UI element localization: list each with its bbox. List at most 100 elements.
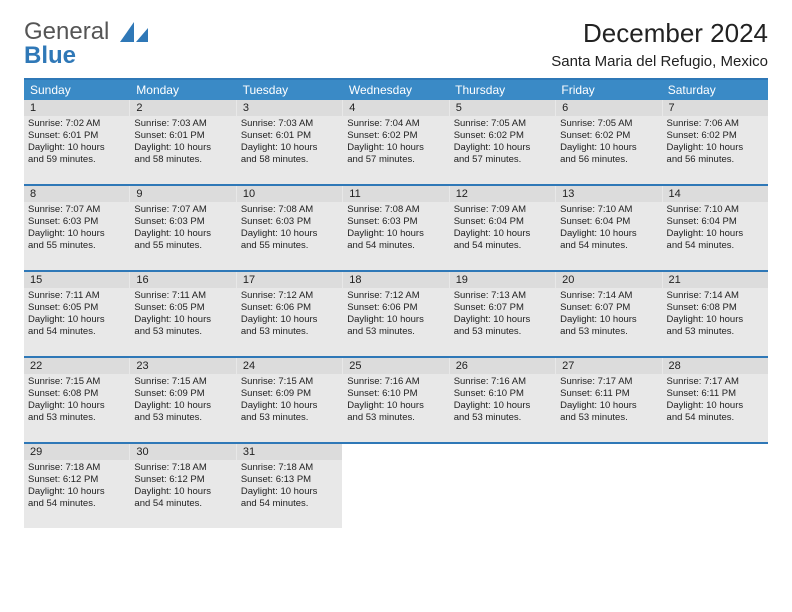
day-number: 28 — [663, 358, 768, 374]
brand-line2: Blue — [24, 42, 164, 70]
calendar-cell: 5Sunrise: 7:05 AMSunset: 6:02 PMDaylight… — [449, 100, 555, 184]
day-number: 4 — [343, 100, 448, 116]
day-body: Sunrise: 7:08 AMSunset: 6:03 PMDaylight:… — [237, 202, 342, 256]
calendar-cell: 11Sunrise: 7:08 AMSunset: 6:03 PMDayligh… — [342, 186, 448, 270]
title-block: December 2024 Santa Maria del Refugio, M… — [551, 18, 768, 70]
calendar-cell: 14Sunrise: 7:10 AMSunset: 6:04 PMDayligh… — [662, 186, 768, 270]
day-number: 30 — [130, 444, 235, 460]
day-number: 24 — [237, 358, 342, 374]
day-header: Saturday — [662, 80, 768, 100]
day-header-row: SundayMondayTuesdayWednesdayThursdayFrid… — [24, 80, 768, 100]
day-body: Sunrise: 7:16 AMSunset: 6:10 PMDaylight:… — [450, 374, 555, 428]
day-number: 16 — [130, 272, 235, 288]
calendar-cell — [342, 444, 448, 528]
day-body: Sunrise: 7:12 AMSunset: 6:06 PMDaylight:… — [343, 288, 448, 342]
calendar-cell: 2Sunrise: 7:03 AMSunset: 6:01 PMDaylight… — [129, 100, 235, 184]
calendar-cell — [449, 444, 555, 528]
calendar-cell: 30Sunrise: 7:18 AMSunset: 6:12 PMDayligh… — [129, 444, 235, 528]
day-body: Sunrise: 7:14 AMSunset: 6:07 PMDaylight:… — [556, 288, 661, 342]
calendar-cell: 19Sunrise: 7:13 AMSunset: 6:07 PMDayligh… — [449, 272, 555, 356]
day-body: Sunrise: 7:17 AMSunset: 6:11 PMDaylight:… — [663, 374, 768, 428]
day-number: 2 — [130, 100, 235, 116]
calendar-cell: 15Sunrise: 7:11 AMSunset: 6:05 PMDayligh… — [24, 272, 129, 356]
calendar-cell — [662, 444, 768, 528]
day-number: 6 — [556, 100, 661, 116]
calendar-cell: 22Sunrise: 7:15 AMSunset: 6:08 PMDayligh… — [24, 358, 129, 442]
week-row: 22Sunrise: 7:15 AMSunset: 6:08 PMDayligh… — [24, 358, 768, 444]
calendar-cell: 13Sunrise: 7:10 AMSunset: 6:04 PMDayligh… — [555, 186, 661, 270]
day-body: Sunrise: 7:08 AMSunset: 6:03 PMDaylight:… — [343, 202, 448, 256]
day-number: 11 — [343, 186, 448, 202]
calendar-cell: 21Sunrise: 7:14 AMSunset: 6:08 PMDayligh… — [662, 272, 768, 356]
calendar-cell: 10Sunrise: 7:08 AMSunset: 6:03 PMDayligh… — [236, 186, 342, 270]
calendar-cell: 27Sunrise: 7:17 AMSunset: 6:11 PMDayligh… — [555, 358, 661, 442]
calendar-cell: 25Sunrise: 7:16 AMSunset: 6:10 PMDayligh… — [342, 358, 448, 442]
day-header: Tuesday — [237, 80, 343, 100]
calendar-cell: 16Sunrise: 7:11 AMSunset: 6:05 PMDayligh… — [129, 272, 235, 356]
calendar-cell: 8Sunrise: 7:07 AMSunset: 6:03 PMDaylight… — [24, 186, 129, 270]
calendar-cell: 1Sunrise: 7:02 AMSunset: 6:01 PMDaylight… — [24, 100, 129, 184]
day-number: 26 — [450, 358, 555, 374]
day-body: Sunrise: 7:11 AMSunset: 6:05 PMDaylight:… — [130, 288, 235, 342]
calendar-cell: 12Sunrise: 7:09 AMSunset: 6:04 PMDayligh… — [449, 186, 555, 270]
day-header: Friday — [555, 80, 661, 100]
day-number: 12 — [450, 186, 555, 202]
day-body: Sunrise: 7:07 AMSunset: 6:03 PMDaylight:… — [24, 202, 129, 256]
calendar-cell: 17Sunrise: 7:12 AMSunset: 6:06 PMDayligh… — [236, 272, 342, 356]
day-body: Sunrise: 7:12 AMSunset: 6:06 PMDaylight:… — [237, 288, 342, 342]
calendar-cell: 3Sunrise: 7:03 AMSunset: 6:01 PMDaylight… — [236, 100, 342, 184]
calendar-cell: 4Sunrise: 7:04 AMSunset: 6:02 PMDaylight… — [342, 100, 448, 184]
calendar: SundayMondayTuesdayWednesdayThursdayFrid… — [24, 78, 768, 528]
week-row: 1Sunrise: 7:02 AMSunset: 6:01 PMDaylight… — [24, 100, 768, 186]
day-body: Sunrise: 7:11 AMSunset: 6:05 PMDaylight:… — [24, 288, 129, 342]
day-number: 3 — [237, 100, 342, 116]
day-number: 21 — [663, 272, 768, 288]
day-header: Monday — [130, 80, 236, 100]
day-number: 10 — [237, 186, 342, 202]
day-body: Sunrise: 7:15 AMSunset: 6:08 PMDaylight:… — [24, 374, 129, 428]
day-header: Sunday — [24, 80, 130, 100]
day-body: Sunrise: 7:02 AMSunset: 6:01 PMDaylight:… — [24, 116, 129, 170]
day-body: Sunrise: 7:05 AMSunset: 6:02 PMDaylight:… — [450, 116, 555, 170]
day-body: Sunrise: 7:18 AMSunset: 6:12 PMDaylight:… — [130, 460, 235, 514]
calendar-cell: 31Sunrise: 7:18 AMSunset: 6:13 PMDayligh… — [236, 444, 342, 528]
calendar-cell: 29Sunrise: 7:18 AMSunset: 6:12 PMDayligh… — [24, 444, 129, 528]
day-number: 29 — [24, 444, 129, 460]
calendar-cell: 7Sunrise: 7:06 AMSunset: 6:02 PMDaylight… — [662, 100, 768, 184]
day-body: Sunrise: 7:06 AMSunset: 6:02 PMDaylight:… — [663, 116, 768, 170]
day-body: Sunrise: 7:10 AMSunset: 6:04 PMDaylight:… — [556, 202, 661, 256]
week-row: 29Sunrise: 7:18 AMSunset: 6:12 PMDayligh… — [24, 444, 768, 528]
day-body: Sunrise: 7:07 AMSunset: 6:03 PMDaylight:… — [130, 202, 235, 256]
day-number: 20 — [556, 272, 661, 288]
day-body: Sunrise: 7:10 AMSunset: 6:04 PMDaylight:… — [663, 202, 768, 256]
day-body: Sunrise: 7:04 AMSunset: 6:02 PMDaylight:… — [343, 116, 448, 170]
day-number: 25 — [343, 358, 448, 374]
day-header: Thursday — [449, 80, 555, 100]
day-body: Sunrise: 7:17 AMSunset: 6:11 PMDaylight:… — [556, 374, 661, 428]
day-number: 22 — [24, 358, 129, 374]
day-number: 13 — [556, 186, 661, 202]
calendar-cell: 20Sunrise: 7:14 AMSunset: 6:07 PMDayligh… — [555, 272, 661, 356]
week-row: 15Sunrise: 7:11 AMSunset: 6:05 PMDayligh… — [24, 272, 768, 358]
day-body: Sunrise: 7:15 AMSunset: 6:09 PMDaylight:… — [130, 374, 235, 428]
day-number: 18 — [343, 272, 448, 288]
calendar-cell: 6Sunrise: 7:05 AMSunset: 6:02 PMDaylight… — [555, 100, 661, 184]
calendar-cell: 26Sunrise: 7:16 AMSunset: 6:10 PMDayligh… — [449, 358, 555, 442]
day-number: 15 — [24, 272, 129, 288]
day-body: Sunrise: 7:16 AMSunset: 6:10 PMDaylight:… — [343, 374, 448, 428]
day-number: 9 — [130, 186, 235, 202]
day-number: 8 — [24, 186, 129, 202]
day-body: Sunrise: 7:14 AMSunset: 6:08 PMDaylight:… — [663, 288, 768, 342]
day-body: Sunrise: 7:03 AMSunset: 6:01 PMDaylight:… — [237, 116, 342, 170]
day-body: Sunrise: 7:03 AMSunset: 6:01 PMDaylight:… — [130, 116, 235, 170]
day-body: Sunrise: 7:09 AMSunset: 6:04 PMDaylight:… — [450, 202, 555, 256]
day-number: 27 — [556, 358, 661, 374]
day-number: 31 — [237, 444, 342, 460]
day-number: 5 — [450, 100, 555, 116]
day-number: 1 — [24, 100, 129, 116]
day-body: Sunrise: 7:05 AMSunset: 6:02 PMDaylight:… — [556, 116, 661, 170]
day-body: Sunrise: 7:18 AMSunset: 6:13 PMDaylight:… — [237, 460, 342, 514]
brand-logo: General Blue — [24, 18, 164, 64]
day-number: 14 — [663, 186, 768, 202]
location: Santa Maria del Refugio, Mexico — [551, 53, 768, 70]
